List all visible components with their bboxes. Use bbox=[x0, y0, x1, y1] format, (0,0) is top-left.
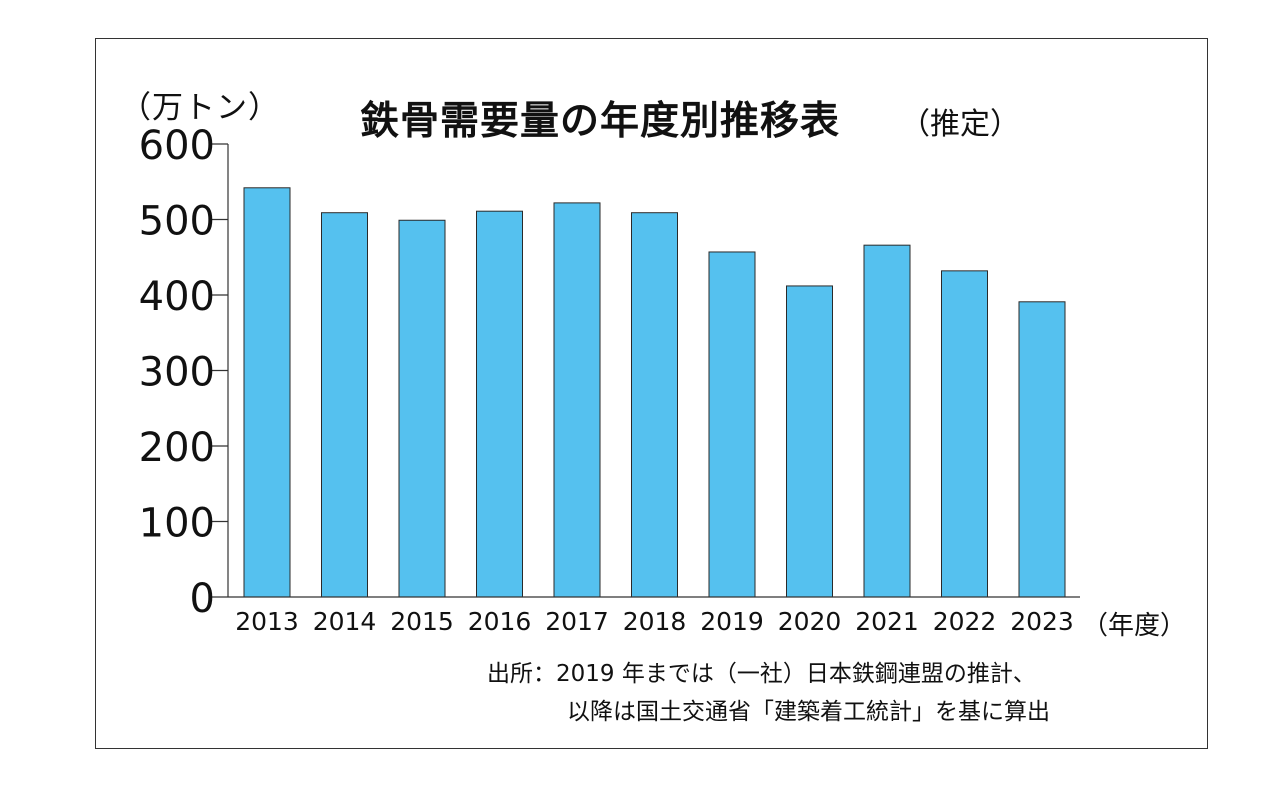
y-tick-label: 0 bbox=[190, 576, 215, 622]
y-tick-label: 400 bbox=[139, 274, 215, 320]
x-tick-label: 2013 bbox=[235, 607, 299, 636]
x-axis-unit-label: （年度） bbox=[1082, 611, 1187, 641]
y-tick-label: 600 bbox=[139, 123, 215, 169]
bar bbox=[708, 251, 756, 598]
bar bbox=[476, 210, 523, 598]
y-tick-label: 500 bbox=[139, 199, 215, 245]
y-tick-label: 300 bbox=[139, 350, 215, 396]
x-tick-label: 2015 bbox=[390, 607, 454, 636]
bar bbox=[863, 244, 911, 598]
x-tick-label: 2023 bbox=[1010, 607, 1074, 636]
bar bbox=[941, 270, 988, 598]
y-tick-label: 100 bbox=[139, 501, 215, 547]
bar bbox=[321, 212, 368, 598]
bar bbox=[631, 212, 678, 598]
source-line-2: 以降は国土交通省「建築着工統計」を基に算出 bbox=[567, 699, 1050, 725]
x-tick-label: 2016 bbox=[468, 607, 532, 636]
bar bbox=[1018, 301, 1066, 598]
y-tick-label: 200 bbox=[139, 425, 215, 471]
chart-title: 鉄骨需要量の年度別推移表 bbox=[360, 99, 841, 144]
bar bbox=[243, 187, 291, 598]
x-tick-label: 2018 bbox=[623, 607, 687, 636]
bar bbox=[553, 202, 601, 598]
x-tick-label: 2020 bbox=[778, 607, 842, 636]
y-axis-unit-label: （万トン） bbox=[120, 90, 280, 126]
chart-title-suffix: （推定） bbox=[900, 107, 1020, 142]
x-tick-label: 2021 bbox=[855, 607, 919, 636]
x-tick-label: 2019 bbox=[700, 607, 764, 636]
chart-frame bbox=[95, 38, 1208, 749]
x-tick-label: 2017 bbox=[545, 607, 609, 636]
x-tick-label: 2014 bbox=[313, 607, 377, 636]
source-note: 出所：2019 年までは（一社）日本鉄鋼連盟の推計、 以降は国土交通省「建築着工… bbox=[487, 655, 1050, 731]
bar bbox=[398, 219, 446, 598]
bar bbox=[786, 285, 833, 598]
x-tick-label: 2022 bbox=[933, 607, 997, 636]
source-line-1: 出所：2019 年までは（一社）日本鉄鋼連盟の推計、 bbox=[487, 661, 1036, 687]
